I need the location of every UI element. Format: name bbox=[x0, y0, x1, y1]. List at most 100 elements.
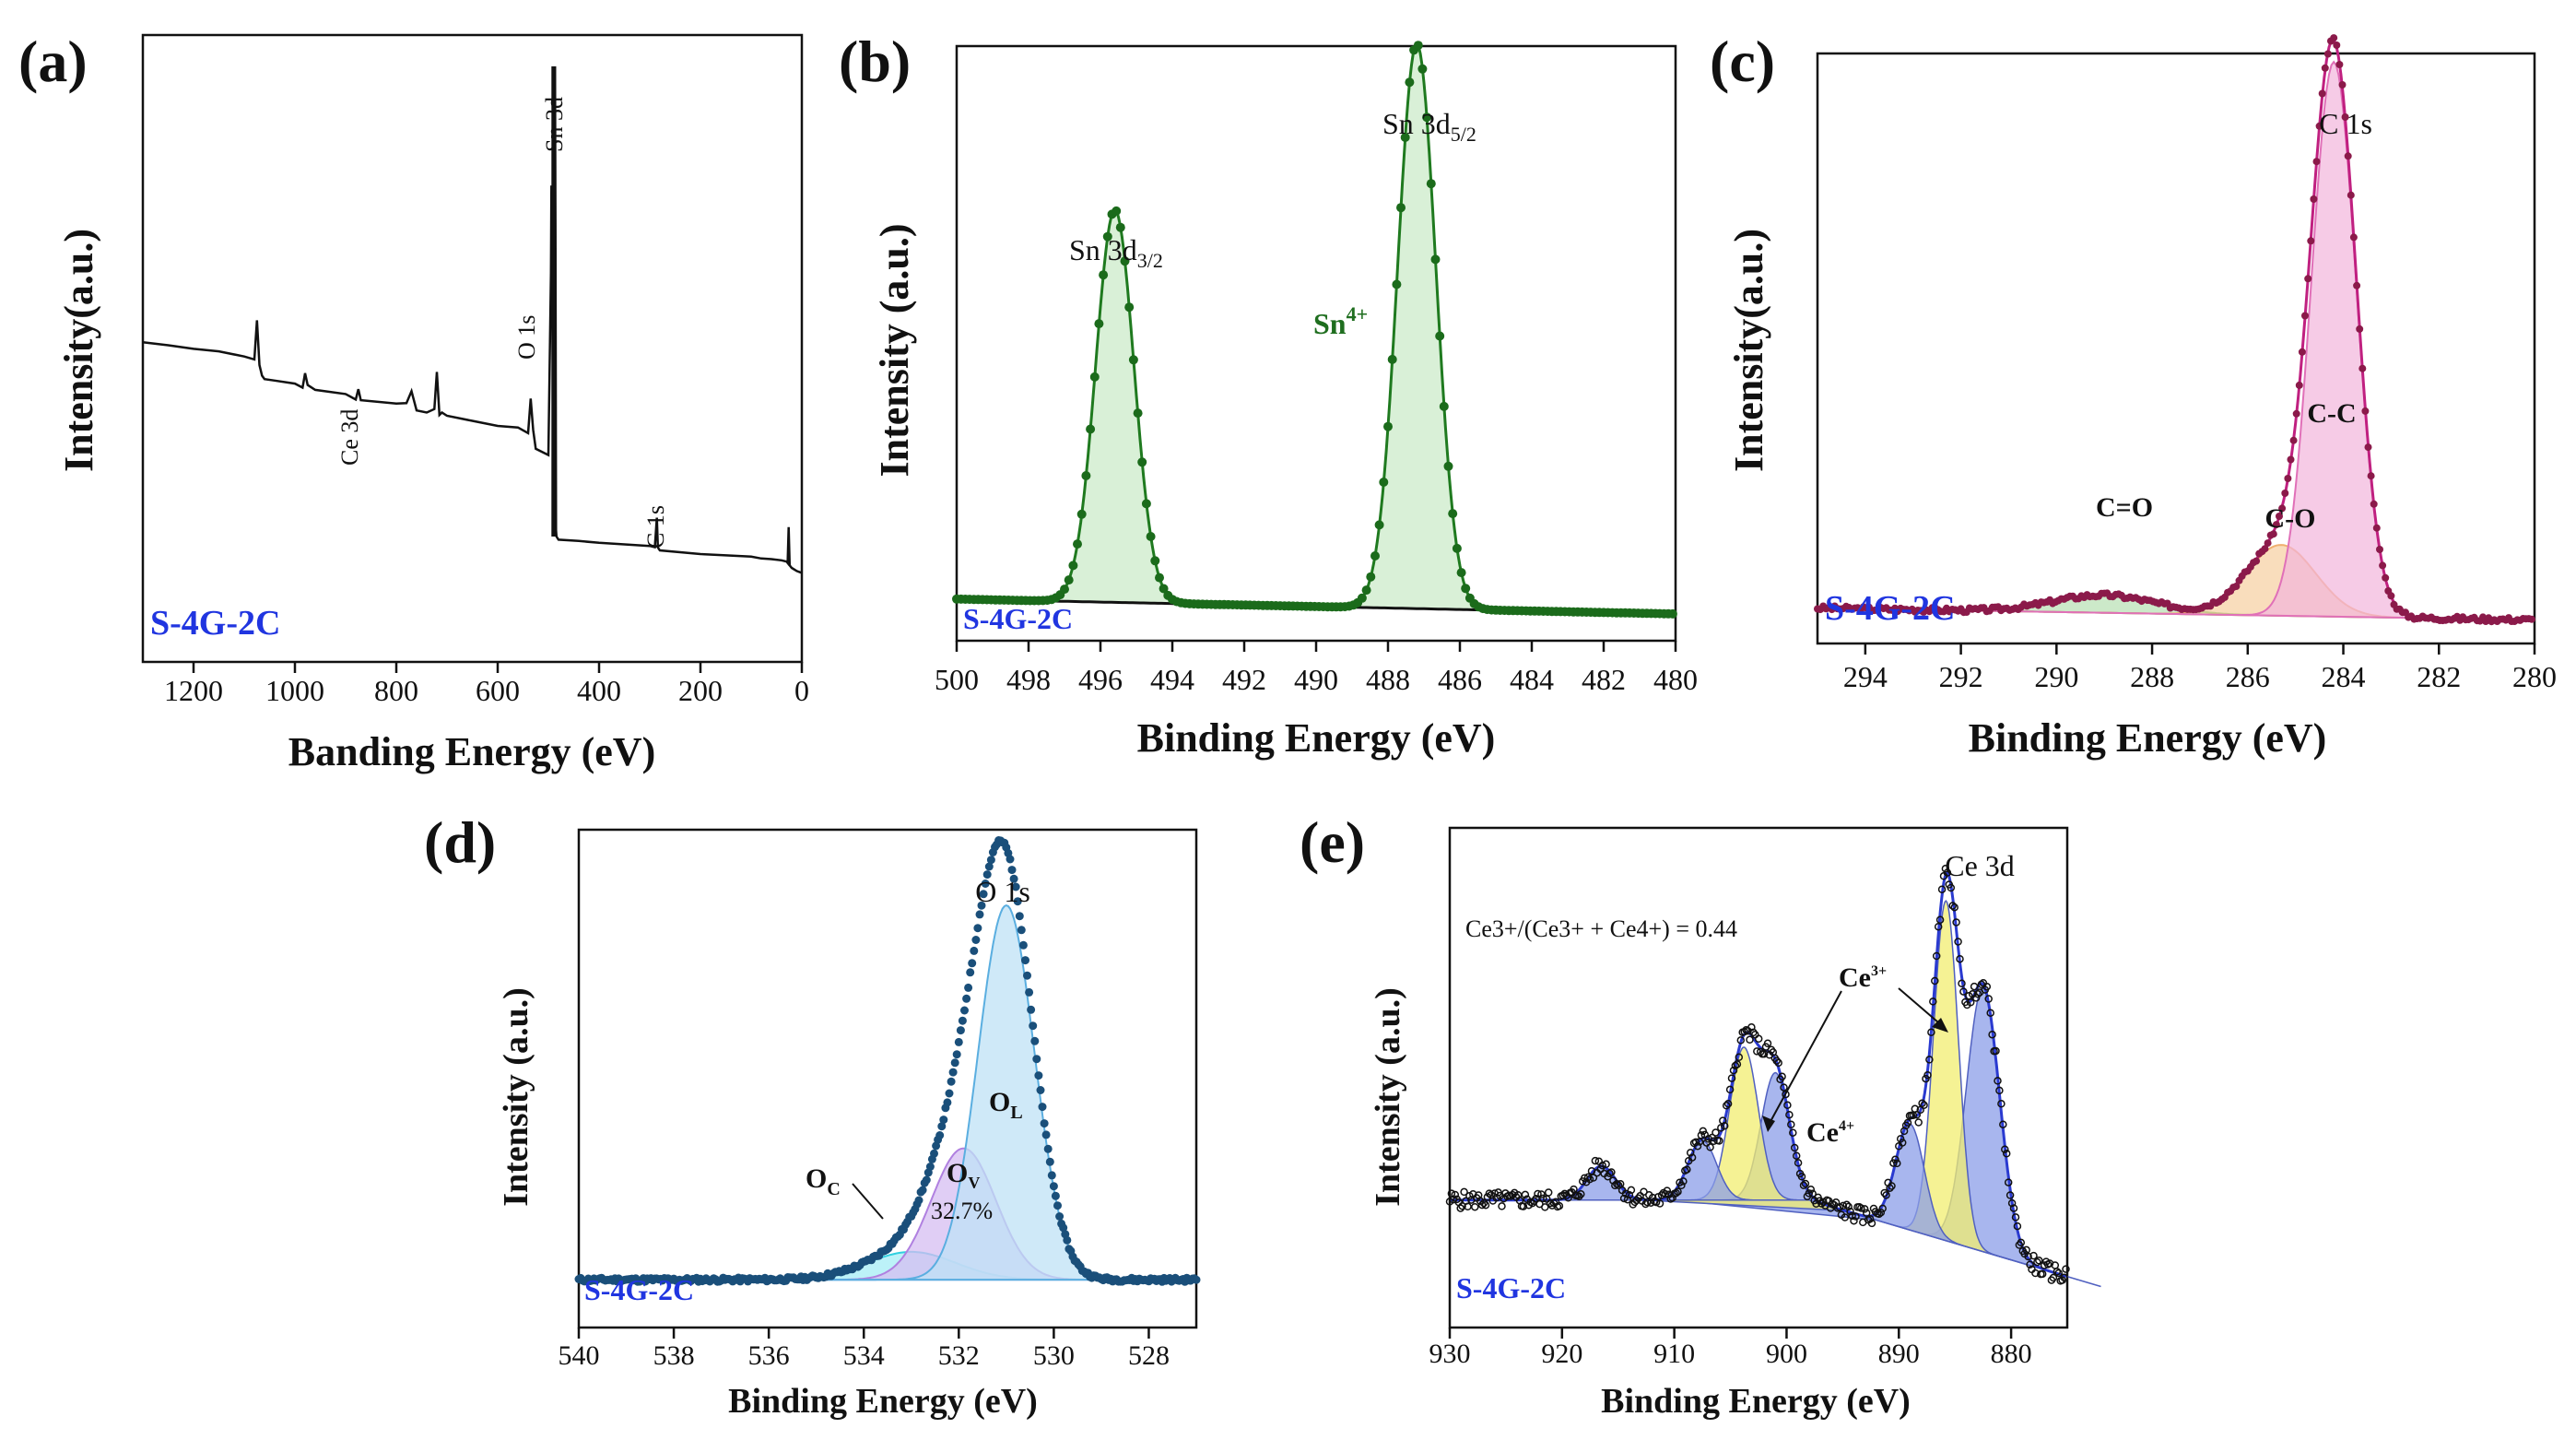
panel-a-xticks: 1200 1000 800 600 400 200 0 bbox=[164, 662, 809, 707]
panel-e-data-point bbox=[1663, 1186, 1672, 1195]
panel-d-data-point bbox=[1011, 882, 1020, 891]
panel-c-data-point bbox=[2278, 504, 2287, 513]
panel-e-xtick: 920 bbox=[1541, 1339, 1582, 1369]
panel-e-data-point bbox=[2007, 1198, 2017, 1208]
panel-e-data-point bbox=[1806, 1186, 1816, 1194]
panel-c-data-point bbox=[2232, 583, 2241, 590]
panel-e-data-point bbox=[1746, 1035, 1754, 1045]
panel-e-data-point bbox=[1935, 915, 1945, 925]
panel-b-data-point bbox=[1115, 222, 1125, 232]
panel-c-component-0 bbox=[1817, 60, 2535, 621]
panel-c: (c) 294 292 290 288 286 284 282 280 Bind… bbox=[1710, 29, 2557, 761]
panel-d-data-point bbox=[1049, 1182, 1058, 1191]
panel-d-data-point bbox=[930, 1149, 938, 1158]
panel-e-data-point bbox=[1720, 1122, 1729, 1130]
panel-c-data-point bbox=[2387, 592, 2395, 600]
panel-e-data-point bbox=[1956, 954, 1964, 963]
panel-e-title: Ce 3d bbox=[1945, 849, 2015, 882]
panel-d-xtick: 538 bbox=[653, 1340, 695, 1371]
panel-e-data-point bbox=[1954, 938, 1962, 946]
panel-d-data-point bbox=[956, 1026, 965, 1035]
panel-c-data-point bbox=[2318, 89, 2326, 98]
panel-b-data-point bbox=[1120, 256, 1130, 266]
panel-d-title: O 1s bbox=[975, 875, 1030, 908]
panel-c-data-point bbox=[2330, 34, 2338, 42]
panel-e-data-point bbox=[1719, 1116, 1727, 1125]
panel-c-data-point bbox=[2361, 407, 2370, 415]
panel-e-data-point bbox=[1657, 1191, 1666, 1199]
panel-b-xtick: 494 bbox=[1150, 663, 1194, 696]
panel-c-data-point bbox=[2284, 475, 2292, 482]
panel-e-data-point bbox=[1882, 1191, 1890, 1199]
panel-e-data-point bbox=[1691, 1138, 1700, 1147]
panel-e-data-point bbox=[1841, 1213, 1850, 1222]
panel-e-data-point bbox=[1735, 1053, 1744, 1062]
panel-c-xtick: 290 bbox=[2034, 660, 2078, 693]
panel-e: (e) 930 920 910 900 890 880 Binding Ener… bbox=[1300, 809, 2101, 1421]
panel-d-data-point bbox=[1038, 1103, 1047, 1112]
panel-e-letter: (e) bbox=[1300, 809, 1365, 875]
panel-e-xtick: 890 bbox=[1878, 1339, 1920, 1369]
panel-d-data-point bbox=[1018, 940, 1028, 950]
panel-e-data-point bbox=[1521, 1190, 1530, 1199]
panel-d-data-point bbox=[935, 1131, 945, 1139]
panel-a-peak-ce3d: Ce 3d bbox=[336, 409, 363, 466]
panel-c-letter: (c) bbox=[1710, 29, 1775, 94]
panel-e-data-point bbox=[1715, 1137, 1723, 1145]
panel-d-data-point bbox=[1025, 987, 1034, 997]
panel-b-data-point bbox=[1400, 133, 1410, 142]
panel-e-data-point bbox=[1880, 1188, 1888, 1198]
panel-e-data-point bbox=[1848, 1211, 1856, 1221]
panel-e-data-point bbox=[1519, 1202, 1528, 1210]
panel-c-data-point bbox=[2269, 530, 2277, 538]
panel-c-xtick: 280 bbox=[2512, 660, 2557, 693]
panel-e-data-point bbox=[1564, 1194, 1572, 1202]
panel-d-data-point bbox=[922, 1175, 931, 1185]
panel-d-component-0 bbox=[578, 904, 1197, 1281]
panel-e-data-point bbox=[1544, 1188, 1553, 1197]
panel-e-data-point bbox=[1668, 1194, 1676, 1202]
panel-d-data-point bbox=[970, 946, 979, 955]
panel-c-data-point bbox=[2335, 61, 2344, 68]
panel-b-data-point bbox=[1405, 77, 1415, 88]
panel-e-xtick: 900 bbox=[1766, 1339, 1807, 1369]
panel-e-data-point bbox=[1888, 1182, 1896, 1190]
panel-c-data-point bbox=[2333, 41, 2341, 49]
panel-e-data-point bbox=[1607, 1168, 1616, 1176]
panel-e-data-point bbox=[1498, 1202, 1506, 1210]
panel-e-arrowhead-left bbox=[1762, 1115, 1775, 1132]
panel-e-data-point bbox=[1613, 1180, 1621, 1188]
panel-e-data-point bbox=[1710, 1137, 1718, 1146]
panel-d-data-point bbox=[977, 901, 986, 910]
panel-c-data-point bbox=[2307, 237, 2315, 245]
panel-b-data-point bbox=[1094, 319, 1104, 329]
panel-b-data-point bbox=[1068, 561, 1078, 571]
panel-a-ylabel: Intensity(a.u.) bbox=[56, 229, 101, 472]
panel-e-data-point bbox=[1643, 1198, 1652, 1207]
panel-d-data-point bbox=[1055, 1212, 1065, 1221]
panel-c-xtick: 294 bbox=[1843, 660, 1888, 693]
panel-c-xlabel: Binding Energy (eV) bbox=[1969, 715, 2327, 761]
panel-e-data-point bbox=[1931, 976, 1939, 986]
panel-b-data-point bbox=[1413, 41, 1423, 51]
panel-b-data-point bbox=[1387, 354, 1397, 364]
panel-e-data-point bbox=[1736, 1036, 1746, 1045]
panel-e-data-point bbox=[1896, 1135, 1905, 1143]
panel-e-data-point bbox=[1850, 1216, 1858, 1225]
panel-e-arrows bbox=[1762, 987, 1948, 1132]
panel-e-data-point bbox=[1988, 1030, 1996, 1039]
panel-e-data-point bbox=[1925, 1056, 1934, 1064]
panel-b-xtick: 490 bbox=[1294, 663, 1338, 696]
panel-c-frame bbox=[1816, 52, 2536, 645]
panel-c-data-point bbox=[2281, 490, 2289, 497]
panel-d-plot bbox=[574, 836, 1201, 1286]
panel-e-data-point bbox=[1729, 1066, 1738, 1075]
panel-c-title: C 1s bbox=[2319, 107, 2372, 140]
panel-e-data-point bbox=[1805, 1189, 1814, 1198]
panel-c-data-point bbox=[2315, 122, 2323, 130]
panel-d-data-point bbox=[954, 1037, 963, 1046]
panel-e-data-point bbox=[1598, 1162, 1606, 1170]
panel-b-data-point bbox=[1452, 543, 1462, 553]
panel-e-data-point bbox=[1952, 918, 1960, 927]
panel-e-data-point bbox=[1801, 1179, 1810, 1188]
